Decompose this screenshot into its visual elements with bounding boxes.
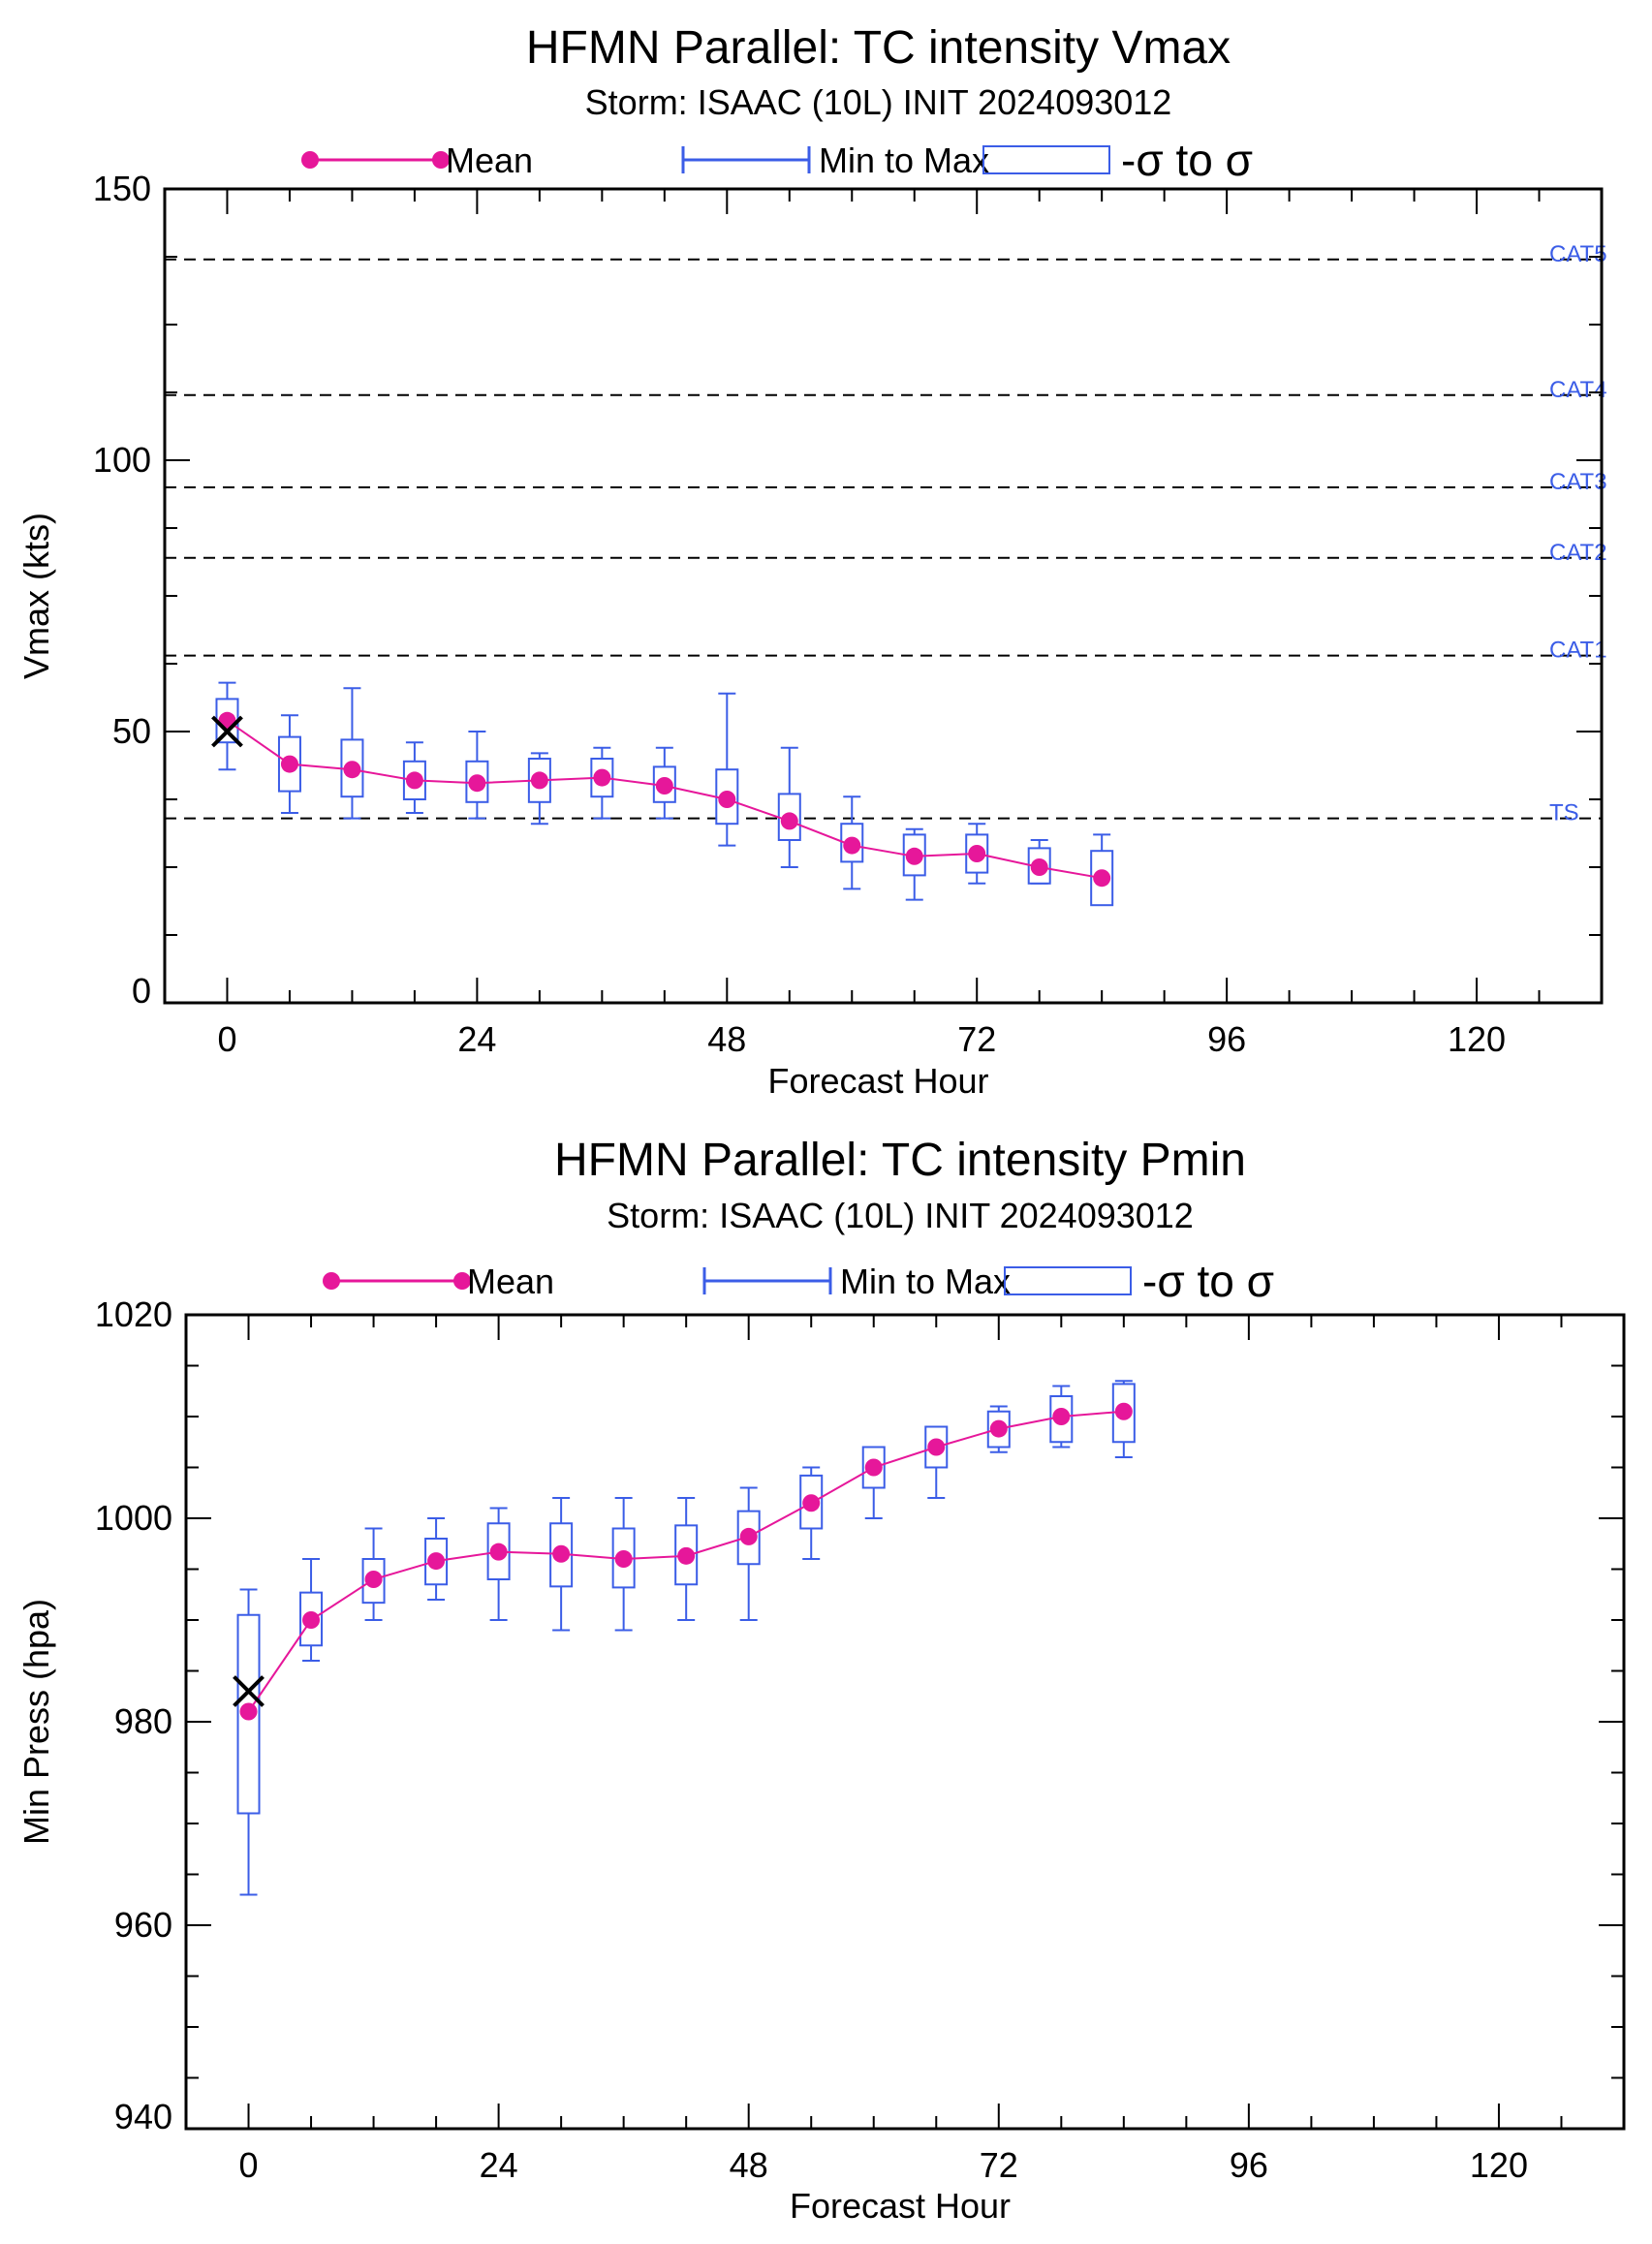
mean-marker [593,768,611,787]
mean-marker [468,774,486,793]
mean-marker [489,1543,508,1561]
mean-marker [614,1550,633,1568]
legend-range-label: Min to Max [819,140,989,180]
x-tick-label: 120 [1448,1019,1506,1059]
box-whisker [861,1446,886,1519]
threshold-label: CAT4 [1549,377,1607,403]
x-tick-label: 120 [1470,2145,1528,2185]
x-tick-label: 96 [1230,2145,1268,2185]
chart-title: HFMN Parallel: TC intensity Vmax [526,22,1231,74]
x-axis-label: Forecast Hour [767,1061,988,1101]
box-whisker [236,1588,261,1896]
box-whisker [340,687,364,820]
x-tick-label: 24 [480,2145,518,2185]
mean-marker [302,1611,321,1629]
mean-marker [405,771,423,790]
mean-marker [739,1527,758,1545]
y-tick-label: 980 [114,1701,172,1741]
legend-mean-label: Mean [467,1262,554,1301]
observed-marker [233,1675,265,1707]
legend-box-swatch [982,145,1110,174]
mean-marker [427,1552,446,1571]
mean-marker [677,1546,696,1565]
mean-marker [843,836,861,855]
legend-box-swatch [1004,1266,1132,1295]
x-tick-label: 48 [707,1019,746,1059]
y-tick-label: 100 [93,440,151,480]
y-axis-label: Vmax (kts) [16,513,56,679]
box-whisker [736,1486,761,1621]
plot-frame [163,187,1604,1005]
mean-marker [927,1438,946,1456]
legend-range-label: Min to Max [840,1262,1011,1301]
legend-mean-marker [432,151,450,169]
box-whisker [777,746,801,868]
pmin-chart: HFMN Parallel: TC intensity Pmin Storm: I… [16,1135,1626,2226]
mean-marker [552,1544,571,1563]
vmax-chart: HFMN Parallel: TC intensity Vmax Storm: I… [16,22,1607,1101]
y-tick-label: 940 [114,2097,172,2136]
box-whisker [549,1497,574,1632]
x-tick-label: 0 [217,1019,236,1059]
y-tick-label: 960 [114,1905,172,1945]
box-whisker [486,1507,511,1621]
mean-marker [718,791,736,808]
legend-mean-marker [301,151,319,169]
y-tick-label: 1000 [95,1498,172,1538]
x-tick-label: 0 [239,2145,259,2185]
chart-subtitle: Storm: ISAAC (10L) INIT 2024093012 [585,82,1172,122]
chart-title: HFMN Parallel: TC intensity Pmin [554,1135,1246,1186]
x-tick-label: 24 [457,1019,496,1059]
x-tick-label: 72 [957,1019,996,1059]
y-tick-label: 1020 [95,1294,172,1334]
mean-marker [1030,858,1048,876]
x-tick-label: 72 [980,2145,1018,2185]
mean-marker [1093,869,1111,888]
plot-frame [184,1313,1626,2131]
chart-subtitle: Storm: ISAAC (10L) INIT 2024093012 [607,1196,1194,1235]
legend-mean-marker [323,1272,340,1290]
threshold-label: CAT2 [1549,540,1607,566]
x-axis-label: Forecast Hour [790,2186,1011,2226]
threshold-label: CAT5 [1549,241,1607,267]
x-tick-label: 48 [730,2145,768,2185]
mean-marker [1114,1402,1133,1420]
mean-marker [905,847,923,865]
y-axis-label: Min Press (hpa) [16,1599,56,1845]
x-tick-label: 96 [1207,1019,1246,1059]
legend-box-label: -σ to σ [1121,135,1253,185]
chart-legend: Mean Min to Max -σ to σ [323,1256,1274,1306]
box-whisker [799,1466,824,1560]
mean-marker [802,1494,821,1512]
y-tick-label: 0 [132,971,151,1011]
threshold-label: CAT1 [1549,638,1607,664]
threshold-label: CAT3 [1549,469,1607,495]
mean-marker [655,777,673,795]
legend-mean-marker [453,1272,471,1290]
box-whisker [299,1558,324,1662]
box-whisker [924,1425,949,1499]
observed-marker [211,715,243,748]
mean-marker [343,761,361,779]
mean-marker [239,1702,258,1721]
mean-marker [280,755,298,773]
mean-marker [968,845,986,862]
y-tick-label: 150 [93,169,151,208]
y-tick-label: 50 [112,711,151,751]
legend-mean-label: Mean [446,140,533,180]
mean-marker [364,1571,383,1588]
mean-marker [864,1458,883,1477]
mean-marker [989,1419,1008,1438]
chart-legend: Mean Min to Max -σ to σ [301,135,1253,185]
mean-marker [1052,1408,1071,1425]
box-whisker [715,692,739,847]
threshold-label: TS [1549,800,1579,826]
mean-marker [530,771,548,790]
mean-marker [780,812,798,830]
legend-box-label: -σ to σ [1142,1256,1274,1306]
